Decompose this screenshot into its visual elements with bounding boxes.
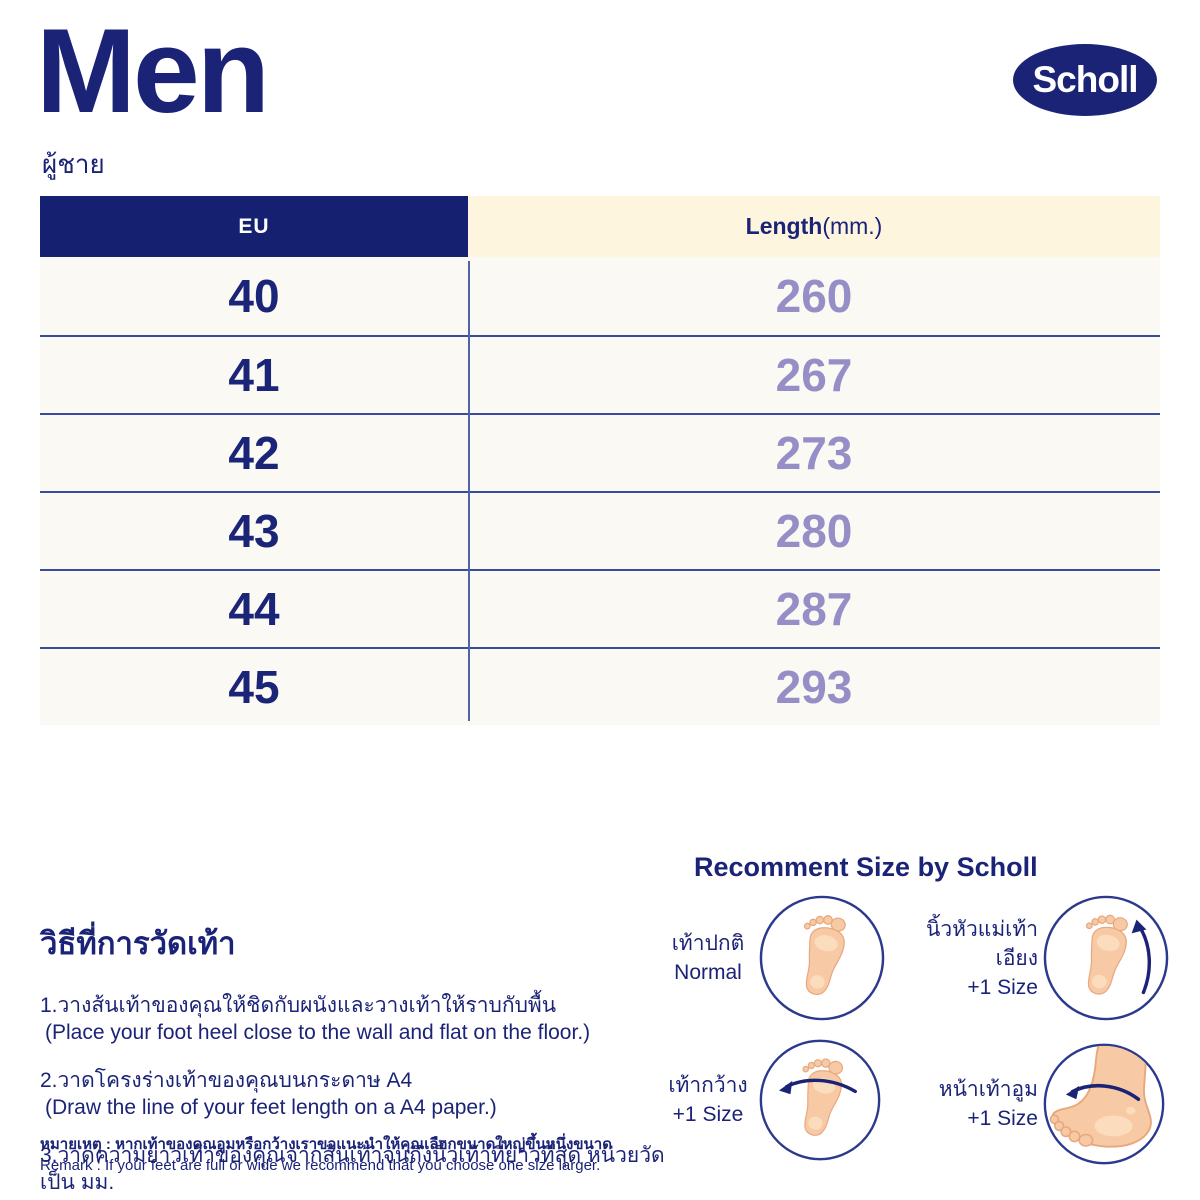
- size-table: EU Length (mm.) 40 260 41 267 42 273 43 2…: [40, 196, 1160, 725]
- length-cell: 293: [775, 661, 853, 713]
- table-row: 45 293: [40, 647, 1160, 725]
- table-row: 41 267: [40, 335, 1160, 413]
- length-cell: 273: [775, 427, 853, 479]
- scholl-logo: Scholl: [1013, 44, 1157, 116]
- size-table-body: 40 260 41 267 42 273 43 280 44 287 45 29…: [40, 257, 1160, 725]
- page-subtitle-thai: ผู้ชาย: [42, 149, 105, 179]
- table-row: 40 260: [40, 257, 1160, 335]
- recommend-item-wide-foot: เท้ากว้าง +1 Size: [662, 1038, 882, 1162]
- page-title: Men: [36, 4, 270, 138]
- guide-step-2-thai: 2.วาดโครงร่างเท้าของคุณบนกระดาษ A4: [40, 1069, 413, 1092]
- eu-size-cell: 41: [228, 349, 280, 401]
- recommend-item-full-instep: หน้าเท้าอูม +1 Size: [884, 1042, 1166, 1166]
- recommend-item-toe-tilt: นิ้วหัวแม่เท้าเอียง +1 Size: [888, 894, 1170, 1022]
- foot-sole-toe-tilt-icon: [1043, 895, 1169, 1021]
- guide-step-3: 3.วาดความยาวเท้าของคุณจากส้นเท้าจนถึงนิ้…: [40, 1142, 670, 1200]
- guide-step-1-english: (Place your foot heel close to the wall …: [45, 1021, 591, 1044]
- measuring-guide: วิธีที่การวัดเท้า 1.วางส้นเท้าของคุณให้ช…: [40, 918, 670, 1200]
- recommend-heading: Recomment Size by Scholl: [694, 852, 1038, 882]
- recommend-label-english: +1 Size: [672, 1103, 744, 1126]
- recommend-label-thai: หน้าเท้าอูม: [938, 1078, 1038, 1101]
- recommend-item-labels: หน้าเท้าอูม +1 Size: [884, 1075, 1038, 1133]
- table-row: 42 273: [40, 413, 1160, 491]
- foot-sole-wide-icon: [759, 1039, 881, 1161]
- guide-heading: วิธีที่การวัดเท้า: [40, 926, 236, 961]
- recommend-label-english: +1 Size: [967, 975, 1038, 999]
- length-cell: 280: [775, 505, 853, 557]
- recommend-label-english: +1 Size: [967, 1107, 1038, 1130]
- recommend-label-thai: เท้าปกติ: [671, 932, 745, 955]
- guide-step-1: 1.วางส้นเท้าของคุณให้ชิดกับผนังและวางเท้…: [40, 992, 670, 1046]
- remark-thai: หมายเหตุ : หากเท้าของคุณอูมหรือกว้างเราข…: [40, 1136, 612, 1153]
- recommend-item-labels: เท้ากว้าง +1 Size: [662, 1071, 754, 1129]
- foot-instep-icon: [1043, 1043, 1165, 1165]
- eu-size-cell: 44: [228, 583, 280, 635]
- length-label: Length: [745, 213, 823, 239]
- table-row: 44 287: [40, 569, 1160, 647]
- eu-size-cell: 45: [228, 661, 280, 713]
- recommend-item-labels: นิ้วหัวแม่เท้าเอียง +1 Size: [888, 915, 1038, 1002]
- guide-step-3-english: (Measure the length of your feet from ba…: [40, 1196, 670, 1200]
- table-row: 43 280: [40, 491, 1160, 569]
- column-header-length: Length (mm.): [468, 196, 1160, 257]
- remark-english: Remark : If your feet are full or wide w…: [40, 1157, 601, 1174]
- eu-size-cell: 40: [228, 270, 280, 322]
- guide-step-2: 2.วาดโครงร่างเท้าของคุณบนกระดาษ A4 (Draw…: [40, 1067, 670, 1121]
- length-cell: 267: [775, 349, 853, 401]
- recommend-item-normal: เท้าปกติ Normal: [662, 894, 886, 1022]
- eu-size-cell: 43: [228, 505, 280, 557]
- recommend-item-labels: เท้าปกติ Normal: [662, 929, 754, 987]
- foot-sole-icon: [759, 895, 885, 1021]
- length-cell: 260: [775, 270, 853, 322]
- length-cell: 287: [775, 583, 853, 635]
- scholl-logo-text: Scholl: [1032, 59, 1138, 100]
- guide-step-2-english: (Draw the line of your feet length on a …: [45, 1096, 497, 1119]
- guide-step-1-thai: 1.วางส้นเท้าของคุณให้ชิดกับผนังและวางเท้…: [40, 994, 557, 1017]
- eu-size-cell: 42: [228, 427, 280, 479]
- recommend-label-english: Normal: [674, 961, 742, 984]
- recommend-label-thai: นิ้วหัวแม่เท้าเอียง: [926, 917, 1038, 970]
- guide-step-3-thai: 3.วาดความยาวเท้าของคุณจากส้นเท้าจนถึงนิ้…: [40, 1144, 665, 1194]
- column-divider: [468, 261, 470, 721]
- length-unit-label: (mm.): [822, 213, 883, 239]
- remark: หมายเหตุ : หากเท้าของคุณอูมหรือกว้างเราข…: [40, 1134, 680, 1176]
- column-header-eu: EU: [40, 196, 468, 257]
- size-table-header: EU Length (mm.): [40, 196, 1160, 257]
- recommend-label-thai: เท้ากว้าง: [668, 1074, 748, 1097]
